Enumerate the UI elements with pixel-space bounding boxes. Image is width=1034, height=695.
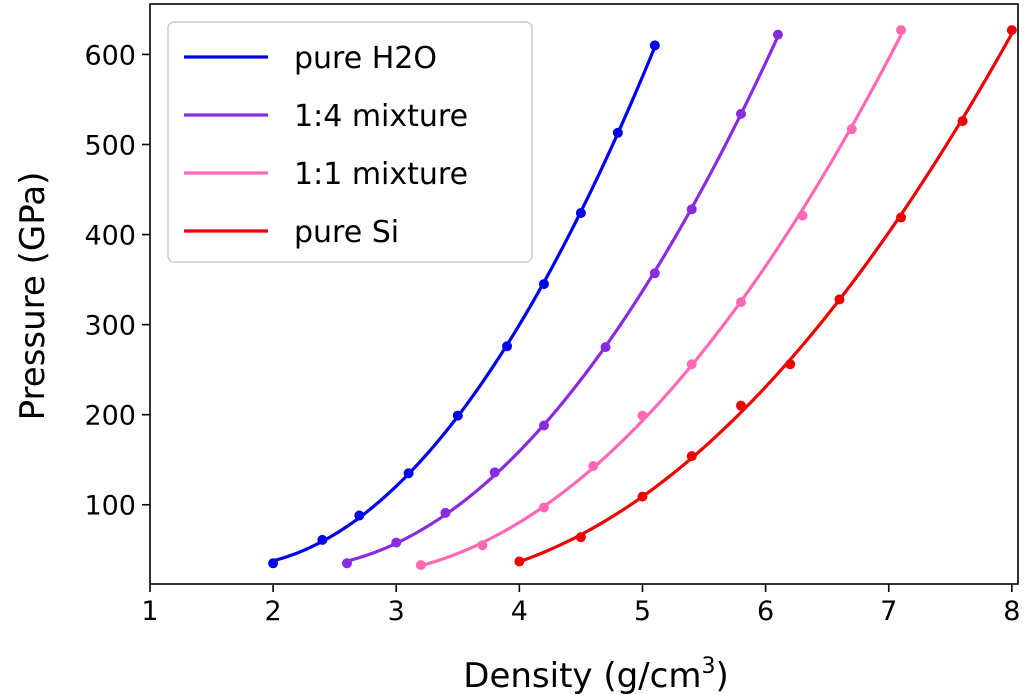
series-1 [268,40,660,569]
legend-entry: 1:4 mixture [294,99,468,134]
data-point [735,108,746,119]
data-point [896,212,907,223]
x-axis-label-superscript: 3 [701,654,715,679]
data-point [600,342,611,353]
series-2 [341,29,783,569]
series-line [346,35,780,563]
data-point [440,507,451,518]
data-point [538,279,549,290]
legend: pure H2O 1:4 mixture 1:1 mixture pure Si [167,21,533,263]
data-point [575,532,586,543]
x-tick-label: 2 [265,596,282,627]
data-point [514,556,525,567]
x-tick-label: 4 [511,596,528,627]
x-tick-label: 1 [141,596,158,627]
legend-entry: pure Si [294,215,399,250]
data-point [1006,25,1017,36]
data-point [686,451,697,462]
y-tick-label: 300 [84,311,136,342]
axes-layer: 1 2 3 4 5 6 7 8 100 200 300 400 500 600 [84,3,1020,627]
data-point [588,461,599,472]
y-tick-label: 600 [84,40,136,71]
data-point [686,359,697,370]
data-point [649,40,660,51]
data-point [477,540,488,551]
data-point [846,124,857,135]
y-tick-label: 200 [84,401,136,432]
data-point [785,359,796,370]
legend-box [167,21,533,263]
data-point [341,558,352,569]
x-tick-label: 6 [757,596,774,627]
data-point [686,204,697,215]
data-point [538,502,549,513]
y-tick-label: 500 [84,130,136,161]
x-axis-label: Density (g/cm3) [463,654,728,695]
y-tick-label: 400 [84,221,136,252]
data-point [735,297,746,308]
data-point [649,268,660,279]
series-line [420,34,903,568]
data-point [637,491,648,502]
data-point [354,510,365,521]
series-4 [514,25,1017,567]
legend-entry: 1:1 mixture [294,157,468,192]
y-axis-label: Pressure (GPa) [13,172,53,421]
x-tick-label: 3 [388,596,405,627]
y-tick-label: 100 [84,491,136,522]
data-point [797,210,808,221]
data-point [957,116,968,127]
data-point [268,558,279,569]
data-point [612,127,623,138]
x-tick-label: 7 [880,596,897,627]
x-tick-label: 8 [1003,596,1020,627]
data-point [637,410,648,421]
series-3 [415,25,907,571]
series-line [272,46,657,563]
series-line [518,32,1014,564]
data-point [489,467,500,478]
plot-frame [149,3,1019,585]
data-point [452,410,463,421]
data-point [834,294,845,305]
data-point [502,341,513,352]
data-point [415,560,426,571]
x-tick-label: 5 [634,596,651,627]
data-point [575,207,586,218]
series-layer [268,25,1017,571]
data-point [772,29,783,40]
data-point [391,537,402,548]
data-point [403,468,414,479]
data-point [317,534,328,545]
x-axis-label-main: Density (g/cm [463,656,701,695]
x-axis-label-tail: ) [715,656,728,695]
data-point [896,25,907,36]
data-point [735,400,746,411]
legend-entry: pure H2O [294,41,437,76]
data-point [538,420,549,431]
